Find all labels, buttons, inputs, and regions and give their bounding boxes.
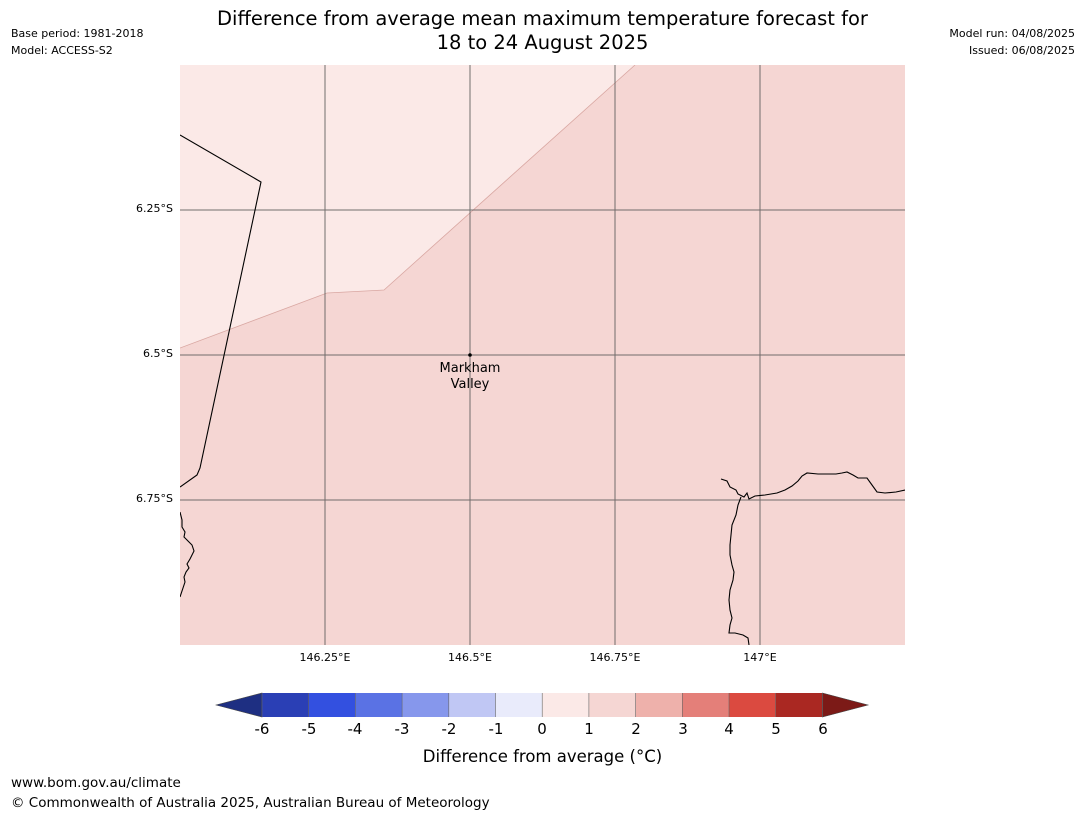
title-line-2: 18 to 24 August 2025 bbox=[436, 31, 649, 54]
colorbar-segment--4--3 bbox=[355, 693, 403, 717]
issued-text: Issued: 06/08/2025 bbox=[968, 44, 1075, 57]
forecast-map: Markham Valley bbox=[180, 65, 905, 645]
map-title: Difference from average mean maximum tem… bbox=[0, 7, 1085, 55]
colorbar-tick: 4 bbox=[724, 720, 734, 738]
coastlines bbox=[180, 134, 905, 645]
colorbar-tick: -2 bbox=[441, 720, 457, 738]
colorbar-dividers bbox=[261, 693, 823, 717]
colorbar-tick: -3 bbox=[394, 720, 410, 738]
colorbar-segment--6--5 bbox=[262, 693, 309, 717]
location-label-line-2: Valley bbox=[451, 377, 490, 392]
website-link[interactable]: www.bom.gov.au/climate bbox=[11, 775, 181, 791]
lon-label-146-25e: 146.25°E bbox=[299, 651, 351, 664]
lon-label-146-5e: 146.5°E bbox=[448, 651, 492, 664]
copyright-text: © Commonwealth of Australia 2025, Austra… bbox=[11, 795, 490, 811]
lat-label-6-25s: 6.25°S bbox=[136, 202, 173, 215]
lon-label-147e: 147°E bbox=[743, 651, 777, 664]
colorbar-tick: -5 bbox=[301, 720, 317, 738]
base-info: Base period: 1981-2018 Model: ACCESS-S2 bbox=[11, 25, 143, 59]
colorbar-tick: 5 bbox=[771, 720, 781, 738]
colorbar-segment-0-1 bbox=[542, 693, 589, 717]
base-period-text: Base period: 1981-2018 bbox=[11, 27, 144, 40]
coastline-river bbox=[728, 496, 750, 645]
colorbar-tick: 2 bbox=[631, 720, 641, 738]
zone-boundary bbox=[180, 65, 636, 349]
location-label-line-1: Markham bbox=[440, 361, 501, 376]
colorbar-segment--1-0 bbox=[495, 693, 543, 717]
colorbar-segment-3-4 bbox=[682, 693, 729, 717]
lat-label-6-5s: 6.5°S bbox=[143, 347, 173, 360]
coastline-southeast bbox=[720, 471, 905, 500]
colorbar-tick: -6 bbox=[254, 720, 270, 738]
model-run-text: Model run: 04/08/2025 bbox=[949, 27, 1075, 40]
run-info: Model run: 04/08/2025 Issued: 06/08/2025 bbox=[949, 25, 1075, 59]
colorbar-extend-low bbox=[215, 692, 263, 718]
colorbar-tick: 6 bbox=[818, 720, 828, 738]
lat-label-6-75s: 6.75°S bbox=[136, 492, 173, 505]
colorbar-tick: -1 bbox=[488, 720, 504, 738]
location-marker bbox=[468, 353, 472, 357]
colorbar-label: Difference from average (°C) bbox=[422, 747, 663, 766]
colorbar bbox=[215, 692, 870, 718]
colorbar-tick: 3 bbox=[678, 720, 688, 738]
colorbar-extend-high bbox=[822, 692, 870, 718]
colorbar-tick: -4 bbox=[347, 720, 363, 738]
colorbar-tick: 1 bbox=[584, 720, 594, 738]
colorbar-segment--5--4 bbox=[308, 693, 356, 717]
model-text: Model: ACCESS-S2 bbox=[11, 44, 113, 57]
zone-0-to-1 bbox=[180, 65, 635, 348]
colorbar-tick: 0 bbox=[537, 720, 547, 738]
colorbar-segment--2--1 bbox=[448, 693, 496, 717]
colorbar-segment-1-2 bbox=[588, 693, 636, 717]
colorbar-segment--3--2 bbox=[402, 693, 449, 717]
colorbar-segment-4-5 bbox=[729, 693, 776, 717]
border-line bbox=[180, 134, 262, 488]
colorbar-segment-2-3 bbox=[635, 693, 683, 717]
lon-label-146-75e: 146.75°E bbox=[589, 651, 641, 664]
coastline-southwest bbox=[180, 511, 195, 598]
colorbar-segment-5-6 bbox=[775, 693, 823, 717]
title-line-1: Difference from average mean maximum tem… bbox=[217, 7, 868, 30]
